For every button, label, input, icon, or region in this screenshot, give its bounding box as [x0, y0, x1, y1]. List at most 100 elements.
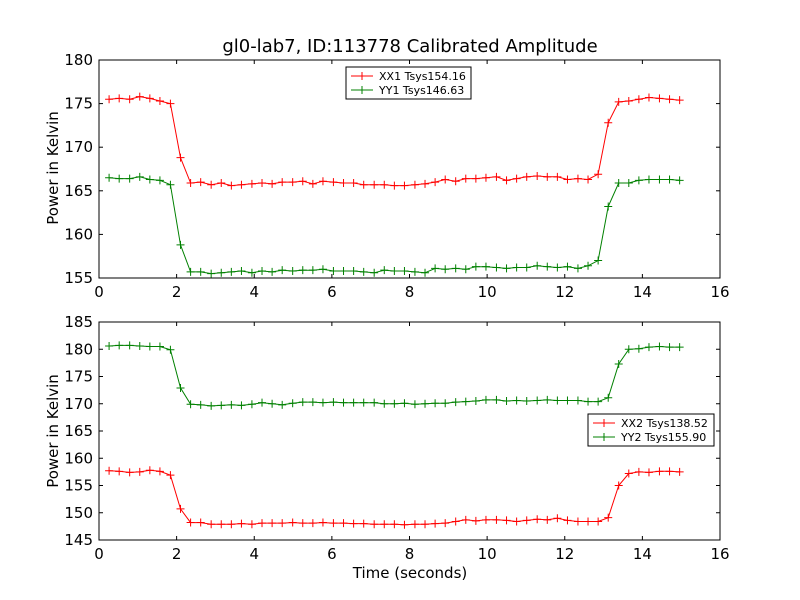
data-point-xx1 — [461, 174, 470, 183]
data-point-yy2 — [186, 400, 195, 409]
data-point-yy1 — [614, 178, 623, 187]
data-point-yy2 — [390, 399, 399, 408]
data-point-yy2 — [105, 341, 114, 350]
data-point-xx1 — [624, 96, 633, 105]
series-line-xx2 — [109, 469, 680, 526]
data-point-yy2 — [308, 398, 317, 407]
data-point-yy1 — [176, 240, 185, 249]
data-point-yy2 — [318, 398, 327, 407]
data-point-yy2 — [349, 398, 358, 407]
data-point-xx2 — [135, 467, 144, 476]
data-point-yy1 — [207, 269, 216, 278]
data-point-yy2 — [431, 399, 440, 408]
data-point-yy2 — [288, 399, 297, 408]
data-point-yy1 — [522, 263, 531, 272]
data-point-yy2 — [655, 342, 664, 351]
data-point-xx1 — [644, 93, 653, 102]
data-point-yy2 — [247, 400, 256, 409]
data-point-xx1 — [268, 179, 277, 188]
data-point-xx1 — [421, 179, 430, 188]
data-point-xx2 — [563, 516, 572, 525]
data-point-yy1 — [441, 265, 450, 274]
data-point-yy2 — [634, 344, 643, 353]
data-point-yy2 — [584, 397, 593, 406]
legend-marker-yy1 — [358, 86, 366, 94]
data-point-xx1 — [196, 178, 205, 187]
bottom-y-tick-label: 165 — [64, 422, 93, 440]
data-point-xx2 — [390, 520, 399, 529]
data-point-yy2 — [135, 341, 144, 350]
data-point-yy2 — [278, 400, 287, 409]
data-point-yy2 — [665, 343, 674, 352]
data-point-yy1 — [155, 176, 164, 185]
data-point-xx2 — [288, 518, 297, 527]
data-point-xx2 — [502, 516, 511, 525]
data-point-yy1 — [237, 267, 246, 276]
data-point-yy2 — [471, 397, 480, 406]
bottom-x-tick-label: 4 — [249, 545, 259, 563]
data-point-xx2 — [512, 517, 521, 526]
legend-label-yy1: YY1 Tsys146.63 — [378, 84, 464, 97]
top-x-tick-label: 10 — [478, 283, 497, 301]
top-x-tick-label: 2 — [172, 283, 182, 301]
top-x-tick-label: 0 — [94, 283, 104, 301]
top-legend-box — [345, 66, 472, 100]
data-point-xx2 — [421, 520, 430, 529]
data-point-xx1 — [247, 179, 256, 188]
data-point-xx2 — [584, 517, 593, 526]
data-point-yy1 — [105, 173, 114, 182]
data-point-yy1 — [227, 267, 236, 276]
data-point-xx1 — [176, 153, 185, 162]
data-point-xx1 — [380, 180, 389, 189]
data-point-xx2 — [522, 516, 531, 525]
top-x-tick-label: 14 — [633, 283, 652, 301]
series-line-yy2 — [109, 344, 680, 407]
data-point-xx1 — [481, 173, 490, 182]
data-point-xx2 — [400, 520, 409, 529]
data-point-yy1 — [471, 262, 480, 271]
bottom-y-axis-label: Power in Kelvin — [44, 374, 62, 488]
data-point-yy2 — [594, 397, 603, 406]
data-point-yy1 — [308, 266, 317, 275]
data-point-yy1 — [421, 268, 430, 277]
data-point-xx1 — [512, 174, 521, 183]
data-point-yy2 — [298, 398, 307, 407]
bottom-x-tick-label: 12 — [555, 545, 574, 563]
data-point-yy2 — [522, 397, 531, 406]
data-point-xx2 — [634, 467, 643, 476]
data-point-yy1 — [247, 268, 256, 277]
legend-marker-yy2 — [600, 433, 608, 441]
data-point-yy2 — [563, 396, 572, 405]
bottom-x-tick-label: 16 — [710, 545, 729, 563]
data-point-xx1 — [370, 180, 379, 189]
legend-marker-xx1 — [358, 72, 366, 80]
bottom-y-tick-label: 175 — [64, 368, 93, 386]
top-y-tick-label: 170 — [64, 138, 93, 156]
data-point-yy1 — [512, 263, 521, 272]
data-point-yy2 — [166, 345, 175, 354]
top-y-tick-label: 155 — [64, 269, 93, 287]
bottom-x-tick-label: 0 — [94, 545, 104, 563]
data-point-xx2 — [339, 519, 348, 528]
data-point-xx1 — [655, 94, 664, 103]
data-point-yy1 — [288, 267, 297, 276]
data-point-yy1 — [481, 262, 490, 271]
bottom-x-tick-label: 6 — [327, 545, 337, 563]
data-point-xx2 — [370, 520, 379, 529]
data-point-xx1 — [258, 178, 267, 187]
data-point-yy1 — [492, 263, 501, 272]
bottom-y-tick-label: 145 — [64, 531, 93, 549]
data-point-yy2 — [492, 395, 501, 404]
data-point-xx2 — [604, 513, 613, 522]
data-point-yy2 — [339, 398, 348, 407]
data-point-yy2 — [176, 383, 185, 392]
data-point-xx1 — [431, 178, 440, 187]
data-point-yy2 — [481, 395, 490, 404]
data-point-xx1 — [573, 174, 582, 183]
data-point-xx2 — [155, 467, 164, 476]
data-point-yy2 — [227, 400, 236, 409]
data-point-xx1 — [105, 95, 114, 104]
data-point-xx2 — [308, 519, 317, 528]
data-point-yy1 — [624, 178, 633, 187]
data-point-xx1 — [207, 180, 216, 189]
